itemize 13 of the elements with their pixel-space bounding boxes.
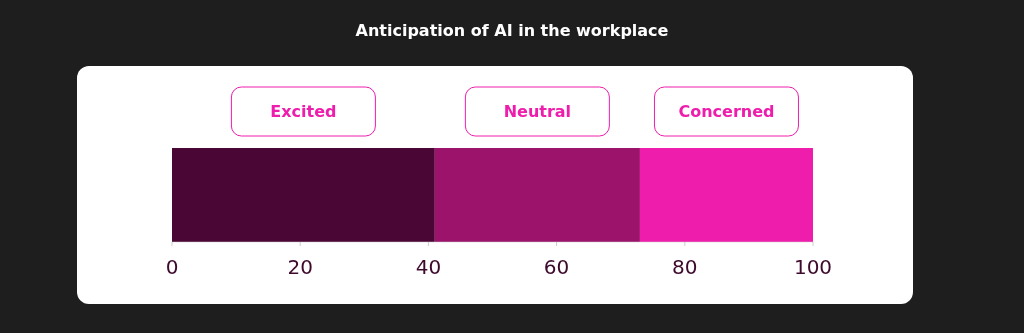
x-tick-label: 80 — [672, 255, 698, 279]
chart-title: Anticipation of AI in the workplace — [355, 21, 669, 40]
bar — [172, 148, 435, 242]
bar — [639, 148, 813, 242]
series-label: Neutral — [503, 102, 572, 121]
bar — [434, 148, 640, 242]
x-tick-label: 40 — [415, 255, 442, 279]
x-tick-label: 60 — [543, 255, 570, 279]
series-label: Concerned — [678, 102, 775, 121]
x-tick-label: 20 — [287, 255, 313, 279]
series-label: Excited — [270, 102, 337, 121]
x-tick-label: 0 — [165, 255, 179, 279]
x-tick-label: 100 — [793, 255, 833, 279]
